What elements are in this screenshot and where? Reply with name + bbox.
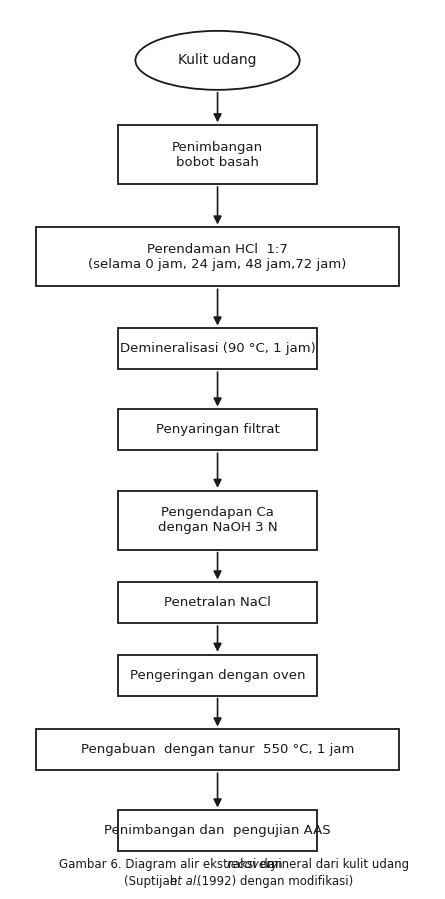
Text: Pengeringan dengan oven: Pengeringan dengan oven [130,669,305,681]
Text: Kulit udang: Kulit udang [178,53,257,67]
Text: Perendaman HCl  1:7
(selama 0 jam, 24 jam, 48 jam,72 jam): Perendaman HCl 1:7 (selama 0 jam, 24 jam… [89,243,347,271]
Text: Penyaringan filtrat: Penyaringan filtrat [156,423,279,436]
FancyBboxPatch shape [36,729,399,770]
FancyBboxPatch shape [36,227,399,287]
FancyBboxPatch shape [118,583,317,623]
FancyBboxPatch shape [118,409,317,450]
Text: (Suptijah: (Suptijah [125,876,182,888]
Text: mineral dari kulit udang: mineral dari kulit udang [263,858,409,871]
Text: Pengendapan Ca
dengan NaOH 3 N: Pengendapan Ca dengan NaOH 3 N [158,506,277,534]
Text: Penetralan NaCl: Penetralan NaCl [164,596,271,610]
FancyBboxPatch shape [118,654,317,696]
FancyBboxPatch shape [118,328,317,369]
Text: recovery: recovery [227,858,279,871]
Text: Demineralisasi (90 °C, 1 jam): Demineralisasi (90 °C, 1 jam) [120,343,316,355]
FancyBboxPatch shape [118,491,317,549]
Text: Penimbangan
bobot basah: Penimbangan bobot basah [172,140,263,169]
Text: Pengabuan  dengan tanur  550 °C, 1 jam: Pengabuan dengan tanur 550 °C, 1 jam [81,743,354,756]
Text: Gambar 6. Diagram alir ekstraksi dan: Gambar 6. Diagram alir ekstraksi dan [59,858,286,871]
FancyBboxPatch shape [118,810,317,851]
Ellipse shape [135,31,299,90]
Text: (1992) dengan modifikasi): (1992) dengan modifikasi) [197,876,353,888]
Text: et al.: et al. [170,876,200,888]
FancyBboxPatch shape [118,125,317,184]
Text: Penimbangan dan  pengujian AAS: Penimbangan dan pengujian AAS [104,824,331,837]
